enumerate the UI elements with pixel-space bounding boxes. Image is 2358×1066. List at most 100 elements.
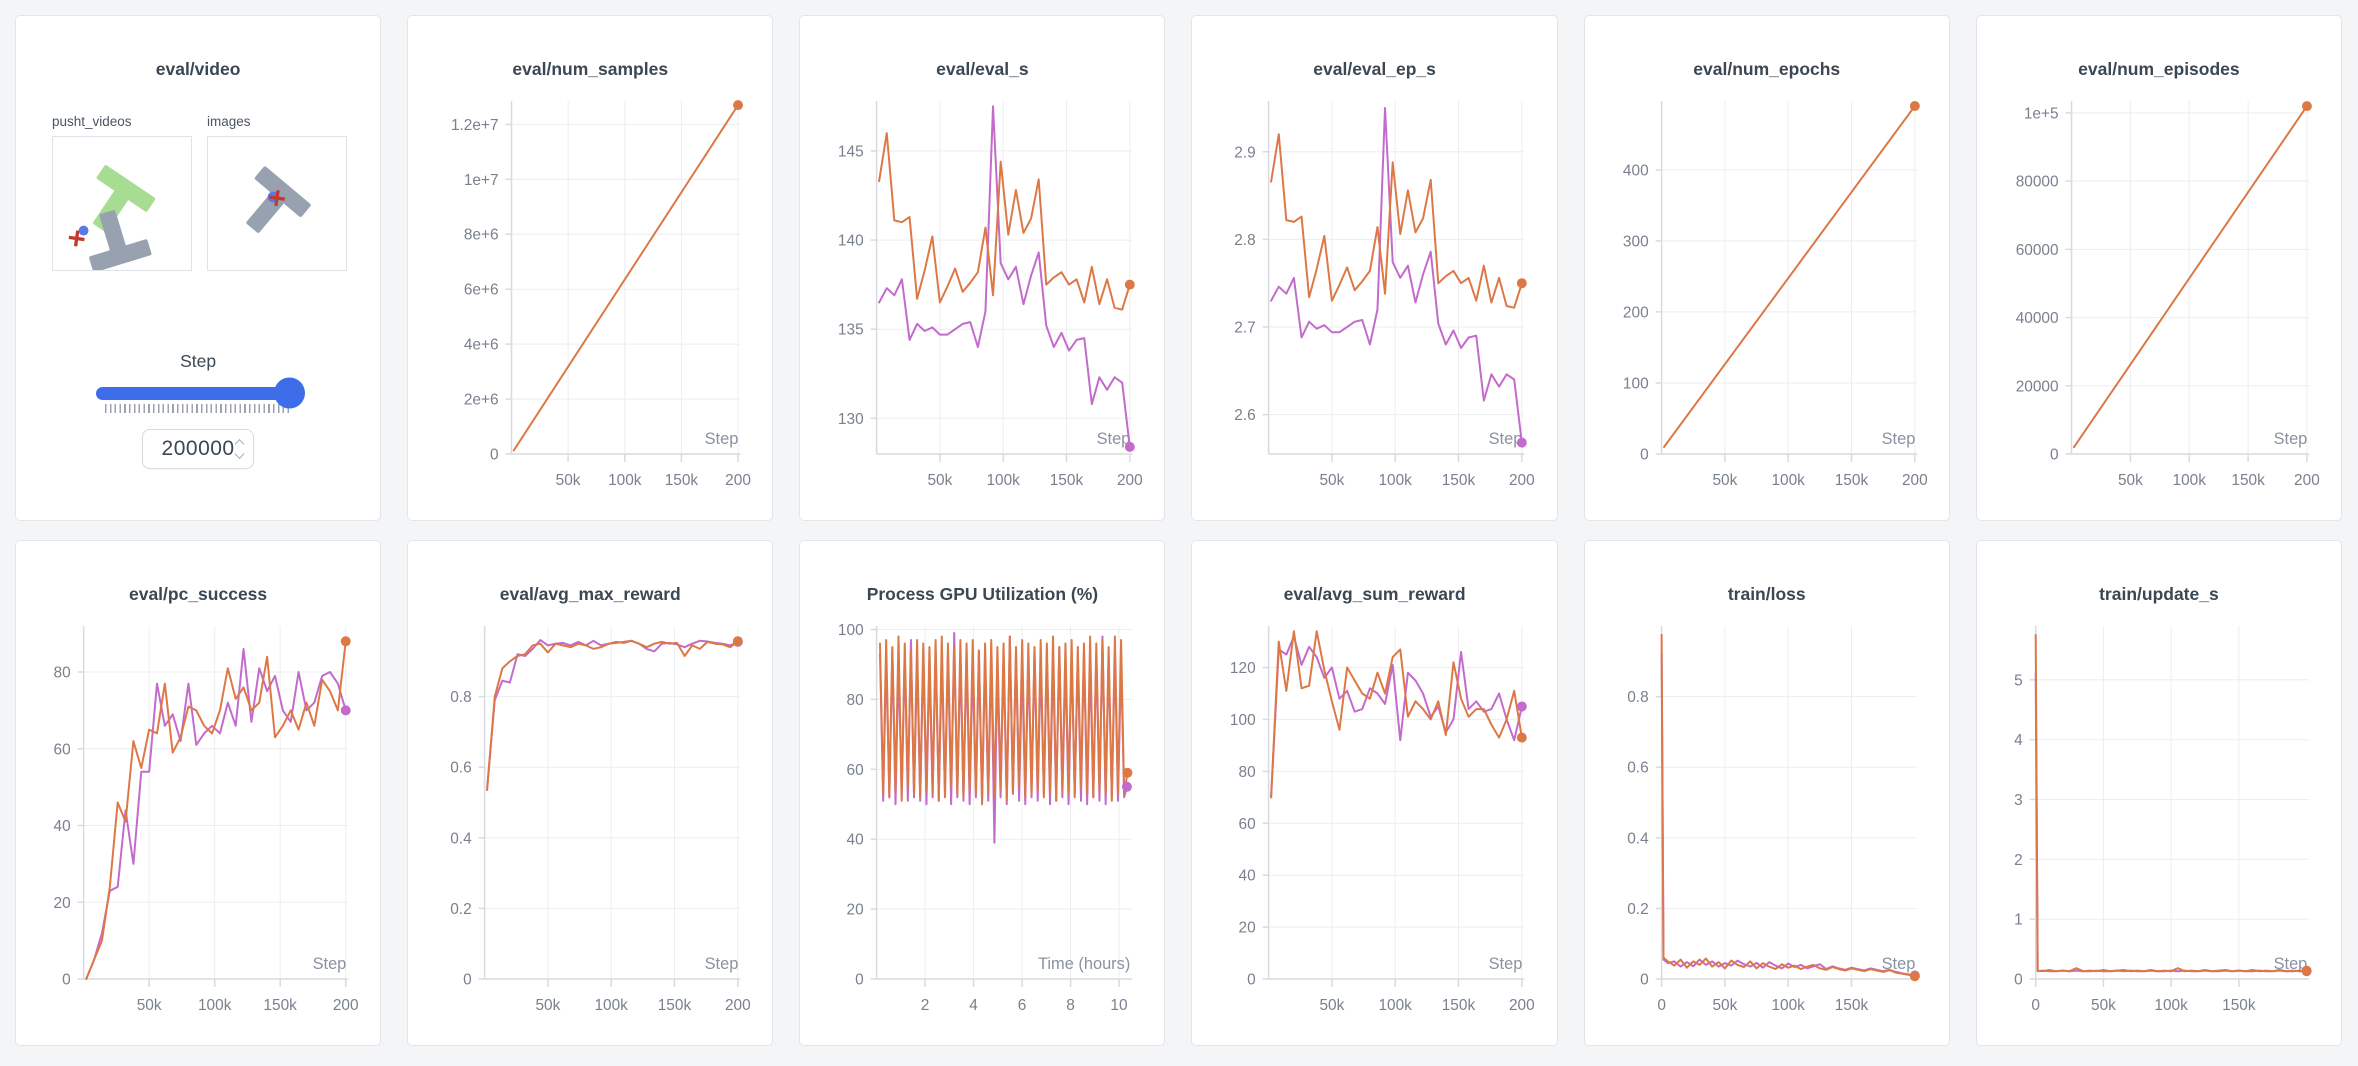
chart-canvas-eval-avg-max-reward[interactable]: 0 0.2 0.4 0.6 0.8 50k 100k 150k 200 Step [408, 611, 772, 1046]
svg-text:100k: 100k [595, 997, 629, 1014]
svg-text:150k: 150k [1834, 997, 1868, 1014]
chart-canvas-eval-eval-ep-s[interactable]: 2.6 2.7 2.8 2.9 50k 100k 150k 200 Step [1192, 86, 1556, 521]
svg-text:2.9: 2.9 [1235, 144, 1256, 161]
svg-text:50k: 50k [1712, 997, 1737, 1014]
svg-text:150k: 150k [1442, 472, 1476, 489]
svg-text:0: 0 [855, 971, 864, 988]
svg-text:0.4: 0.4 [450, 830, 472, 847]
chart-canvas-eval-pc-success[interactable]: 0 20 40 60 80 50k 100k 150k 200 Step [16, 611, 380, 1046]
slider-track[interactable] [96, 387, 301, 400]
svg-text:1e+7: 1e+7 [464, 172, 499, 189]
chart-canvas-process-gpu-utilization[interactable]: 0 20 40 60 80 100 2 4 6 8 10 Time (hours) [800, 611, 1164, 1046]
svg-text:200: 200 [1117, 472, 1143, 489]
svg-text:2.6: 2.6 [1235, 407, 1256, 424]
svg-text:150k: 150k [263, 997, 297, 1014]
svg-text:100k: 100k [1771, 472, 1805, 489]
panel-eval-num-epochs: eval/num_epochs 0 100 200 300 400 50k 100k 150k… [1583, 15, 1950, 521]
chart-title: eval/num_episodes [2078, 59, 2240, 79]
step-value: 200000 [161, 437, 235, 460]
media-label: images [207, 114, 251, 129]
svg-text:20: 20 [54, 895, 71, 912]
chart-canvas-eval-num-episodes[interactable]: 0 20000 40000 60000 80000 1e+5 50k 100k 150k 200 S… [1977, 86, 2341, 521]
panel-eval-num-episodes: eval/num_episodes 0 20000 40000 60000 80000 1… [1975, 15, 2342, 521]
images-frame [246, 166, 311, 233]
panel-eval-num-samples: eval/num_samples 0 2e+6 4e+6 6e+6 8e+6 1e+7 1.… [407, 15, 774, 521]
svg-text:100k: 100k [1379, 472, 1413, 489]
svg-text:100k: 100k [2172, 472, 2206, 489]
chart-title: Process GPU Utilization (%) [866, 584, 1099, 604]
chart-title: eval/eval_ep_s [1313, 59, 1436, 79]
svg-text:Step: Step [1489, 955, 1523, 973]
svg-text:50k: 50k [556, 472, 581, 489]
slider-thumb[interactable] [274, 377, 306, 409]
svg-text:200: 200 [725, 997, 751, 1014]
svg-text:3: 3 [2014, 792, 2023, 809]
increment-icon[interactable] [234, 439, 245, 449]
svg-text:0: 0 [490, 446, 499, 463]
svg-text:60: 60 [1239, 816, 1256, 833]
step-slider[interactable] [96, 377, 306, 409]
svg-text:2e+6: 2e+6 [464, 392, 499, 409]
svg-text:Step: Step [1489, 430, 1523, 448]
svg-text:0.2: 0.2 [1627, 901, 1648, 918]
media-label: pusht_videos [52, 114, 132, 129]
svg-text:60000: 60000 [2016, 242, 2059, 259]
media-thumbnail-images[interactable] [207, 136, 347, 271]
step-slider-label: Step [180, 351, 217, 371]
svg-text:10: 10 [1111, 997, 1128, 1014]
svg-text:50k: 50k [2118, 472, 2143, 489]
svg-text:50k: 50k [536, 997, 561, 1014]
agent-dot [78, 225, 89, 236]
panel-eval-pc-success: eval/pc_success 0 20 40 60 80 50k 100k 150k 200 S… [15, 540, 382, 1046]
svg-text:100: 100 [838, 622, 864, 639]
chart-canvas-train-update-s[interactable]: 0 1 2 3 4 5 0 50k 100k 150k Step [1977, 611, 2341, 1046]
svg-text:100k: 100k [1771, 997, 1805, 1014]
svg-text:50k: 50k [1712, 472, 1737, 489]
svg-text:0: 0 [463, 971, 472, 988]
svg-text:60: 60 [847, 762, 864, 779]
svg-text:0.8: 0.8 [450, 689, 471, 706]
svg-text:150k: 150k [2222, 997, 2256, 1014]
chart-canvas-eval-num-epochs[interactable]: 0 100 200 300 400 50k 100k 150k 200 Step [1585, 86, 1949, 521]
chart-canvas-eval-num-samples[interactable]: 0 2e+6 4e+6 6e+6 8e+6 1e+7 1.2e+7 50k 100k 150k 20… [408, 86, 772, 521]
svg-text:Step: Step [705, 955, 739, 973]
svg-text:Step: Step [1097, 430, 1131, 448]
media-thumbnail-pusht-videos[interactable] [52, 136, 192, 273]
stepper-buttons[interactable] [234, 439, 245, 459]
chart-title: train/loss [1727, 584, 1806, 604]
svg-text:100k: 100k [608, 472, 642, 489]
svg-text:150k: 150k [665, 472, 699, 489]
svg-text:2.7: 2.7 [1235, 319, 1256, 336]
svg-text:0: 0 [1657, 997, 1666, 1014]
svg-text:40: 40 [1239, 868, 1256, 885]
svg-text:0.8: 0.8 [1627, 689, 1648, 706]
svg-text:100k: 100k [198, 997, 232, 1014]
svg-text:145: 145 [838, 143, 864, 160]
step-number-input[interactable]: 200000 [142, 429, 255, 469]
chart-title: eval/avg_max_reward [499, 584, 681, 604]
svg-text:4: 4 [2014, 732, 2023, 749]
svg-text:130: 130 [838, 411, 864, 428]
svg-text:4: 4 [970, 997, 979, 1014]
chart-canvas-train-loss[interactable]: 0 0.2 0.4 0.6 0.8 0 50k 100k 150k Step [1585, 611, 1949, 1046]
svg-text:200: 200 [1509, 472, 1535, 489]
svg-text:20: 20 [1239, 920, 1256, 937]
chart-title: eval/pc_success [128, 584, 268, 604]
svg-text:40: 40 [54, 818, 71, 835]
chart-canvas-eval-avg-sum-reward[interactable]: 0 20 40 60 80 100 120 50k 100k 150k 200 Step [1192, 611, 1556, 1046]
media-row: pusht_videos [16, 86, 380, 273]
svg-text:5: 5 [2014, 672, 2023, 689]
slider-tick-ruler [105, 404, 292, 413]
decrement-icon[interactable] [234, 449, 245, 459]
panel-eval-eval-s: eval/eval_s 130 135 140 145 50k 100k 150k 200 St… [799, 15, 1166, 521]
svg-text:Step: Step [1881, 430, 1915, 448]
svg-text:0: 0 [62, 971, 71, 988]
svg-text:80: 80 [847, 692, 864, 709]
gray-t-shape [89, 210, 152, 273]
svg-text:0: 0 [2014, 971, 2023, 988]
svg-text:100k: 100k [1379, 997, 1413, 1014]
panel-eval-avg-sum-reward: eval/avg_sum_reward 0 20 40 60 80 100 120 50k 10… [1191, 540, 1558, 1046]
svg-text:400: 400 [1623, 162, 1649, 179]
chart-canvas-eval-eval-s[interactable]: 130 135 140 145 50k 100k 150k 200 Step [800, 86, 1164, 521]
